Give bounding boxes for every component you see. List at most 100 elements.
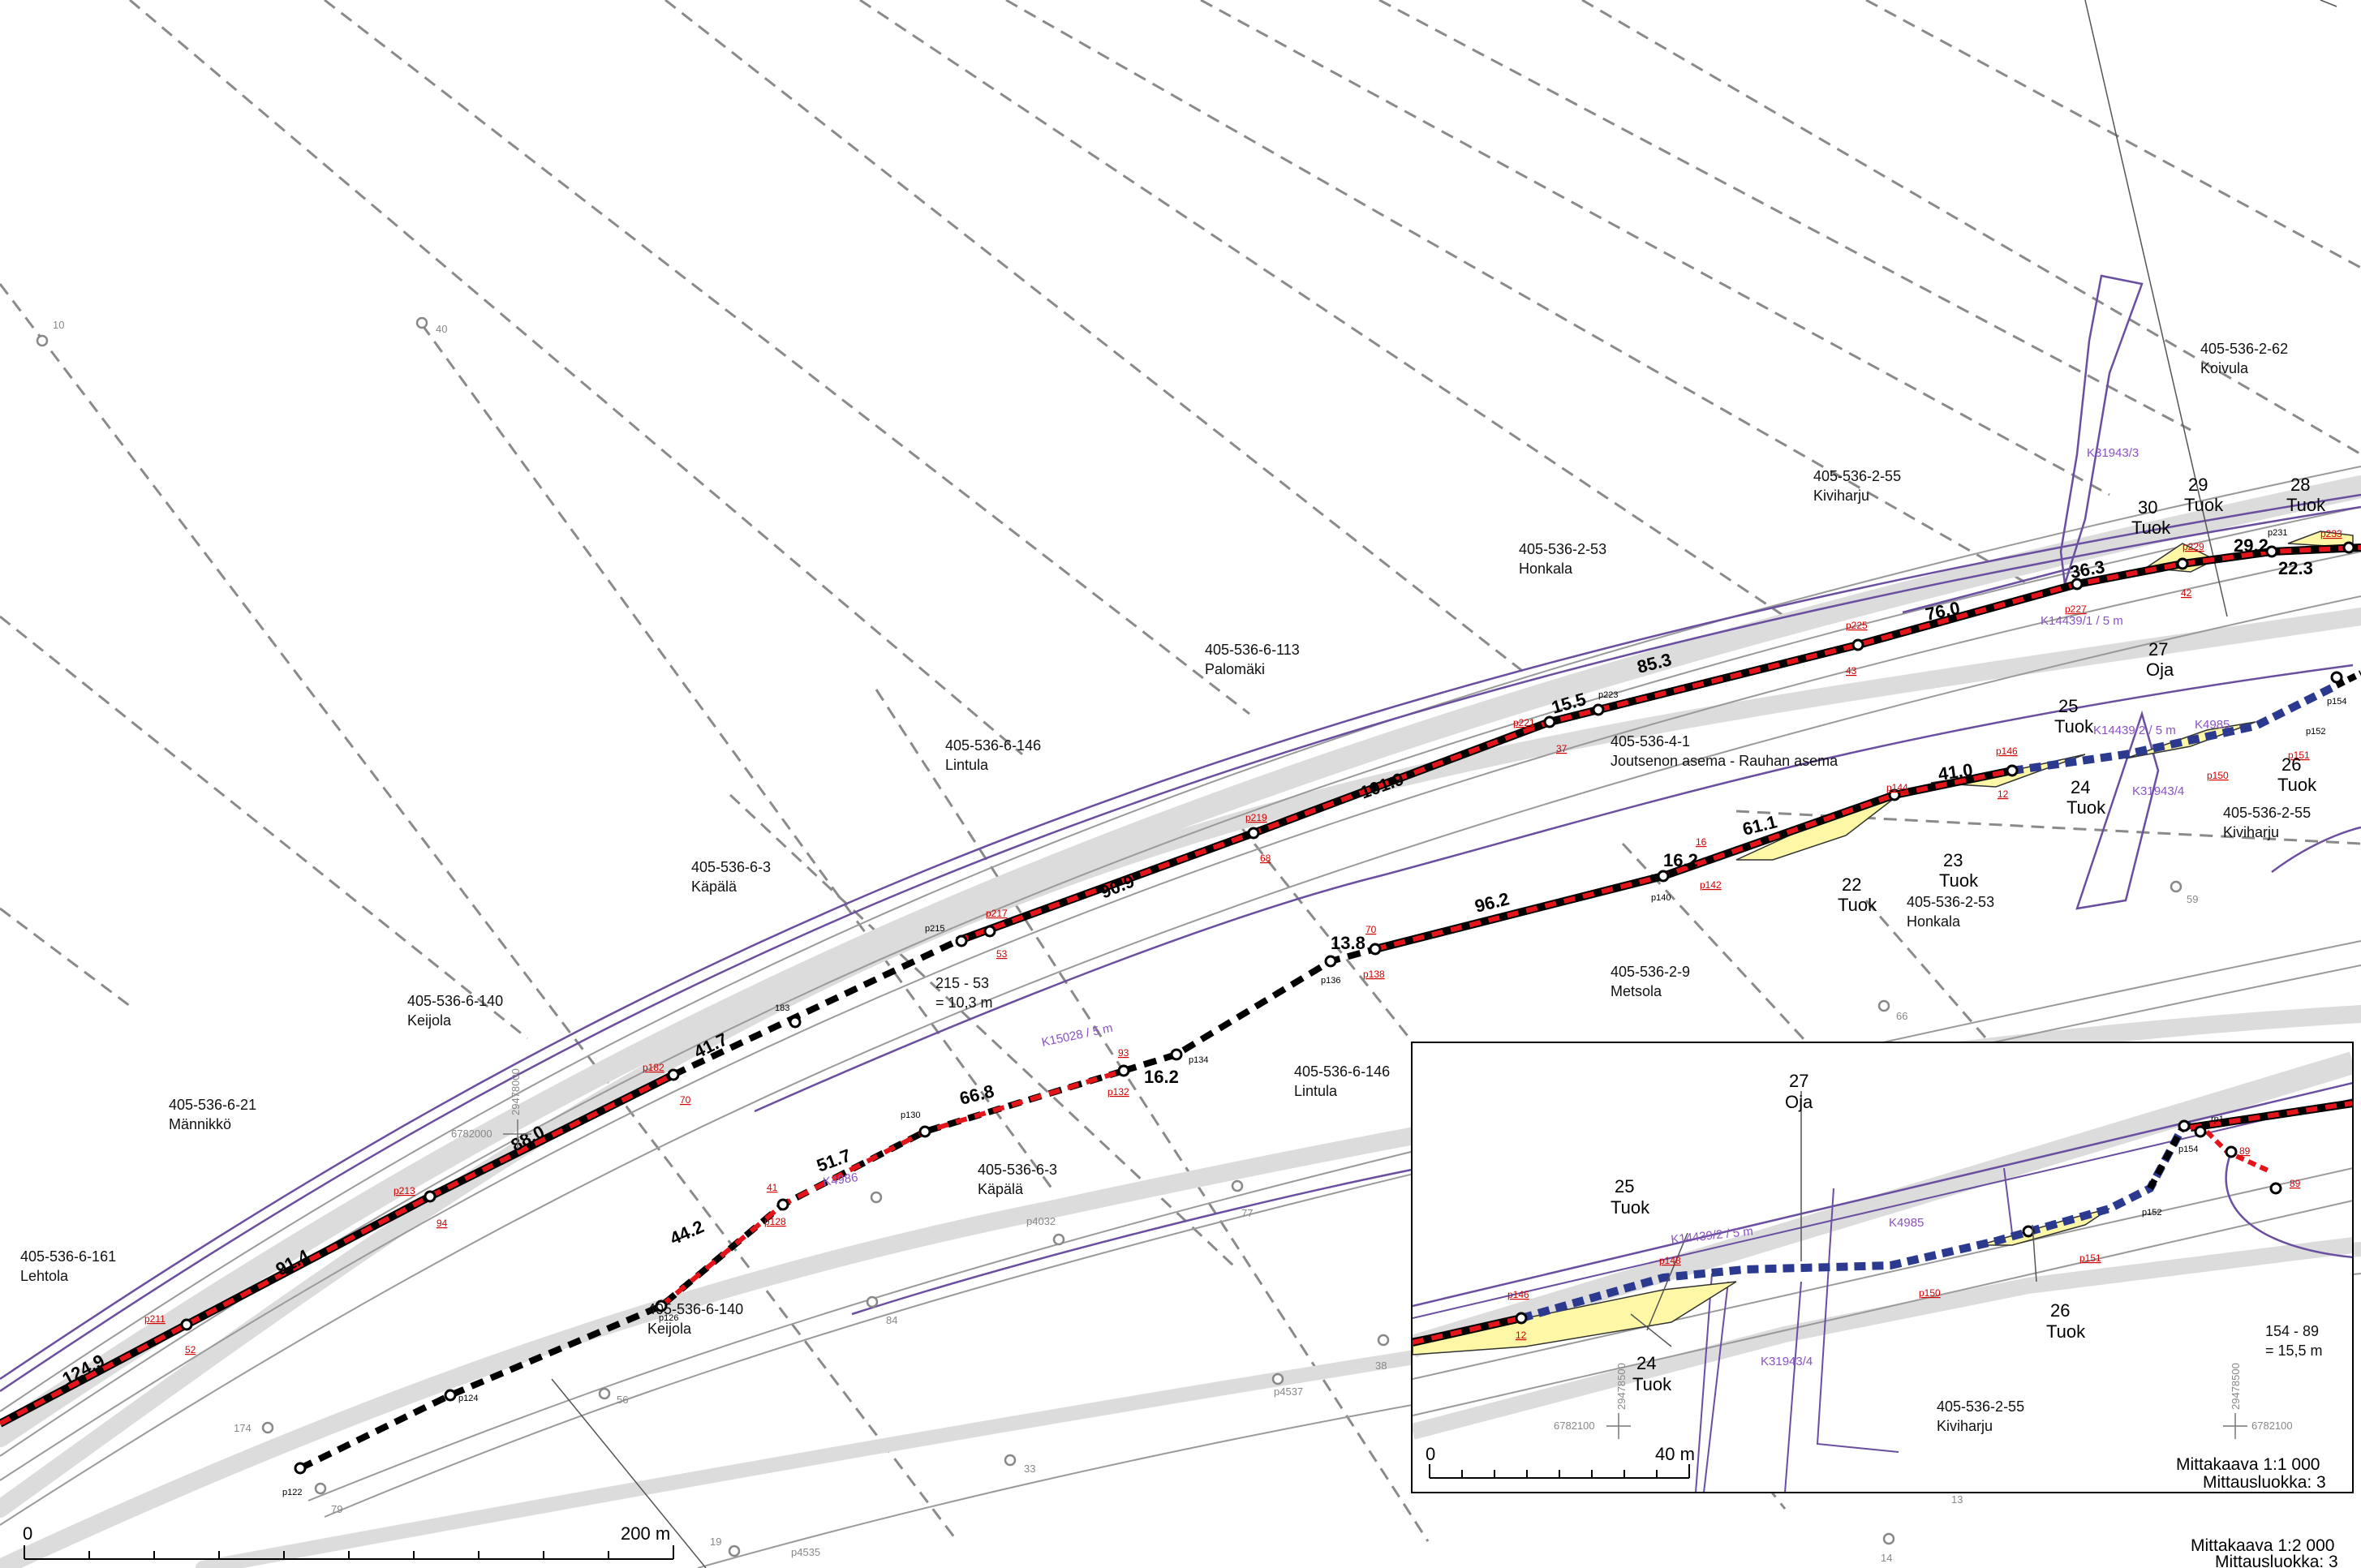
inset-distance-note: = 15,5 m [2265, 1342, 2323, 1359]
route-upper-red [0, 543, 2361, 1428]
marker-label: 37 [1556, 743, 1568, 754]
inset-point-label: p151 [2079, 1252, 2101, 1264]
point-label: p213 [394, 1185, 415, 1196]
inset-feature-type: Oja [1785, 1092, 1813, 1112]
point-label: p221 [1513, 717, 1535, 728]
property-id: 405-536-2-55 [1813, 468, 1901, 484]
feature-type: Tuok [1939, 870, 1979, 891]
coordinate-cross [503, 1119, 531, 1149]
feature-labels: 30 Tuok 29 Tuok 28 Tuok 27 Oja 25 Tuok 2… [1838, 475, 2326, 915]
inset-property-id: 405-536-2-55 [1937, 1398, 2024, 1415]
feature-type: Tuok [2286, 495, 2326, 515]
measurement-class: Mittausluokka: 3 [2215, 1553, 2338, 1568]
point-label: p231 [2268, 528, 2287, 538]
inset-scale-bar-end: 40 m [1655, 1444, 1695, 1464]
easement-label: K14439/2 / 5 m [2093, 724, 2176, 737]
property-name: Männikkö [169, 1116, 231, 1132]
feature-type: Tuok [2131, 518, 2171, 538]
easement-label: K14439/1 / 5 m [2041, 614, 2123, 628]
inset-feature-type: Tuok [2046, 1321, 2086, 1342]
inset-point-label: p152 [2142, 1208, 2161, 1218]
feature-number: 26 [2281, 754, 2301, 775]
feature-type: Oja [2146, 659, 2174, 680]
marker-label: 41 [767, 1182, 778, 1193]
marker-label: 43 [1846, 665, 1857, 677]
marker-label: 68 [1260, 853, 1271, 864]
stone-label: 10 [53, 319, 64, 331]
point-label: p154 [2327, 697, 2346, 707]
property-name: Keijola [407, 1012, 452, 1029]
marker-label: 12 [1998, 788, 2009, 800]
easement-label: K31943/4 [2132, 784, 2184, 798]
feature-number: 28 [2290, 475, 2310, 495]
marker-label: 94 [437, 1218, 448, 1229]
stone-label: p4535 [791, 1546, 820, 1558]
point-labels: p211 p213 p182 183 p215 p217 p219 p221 p… [144, 528, 2346, 1497]
marker-label: 53 [996, 948, 1008, 960]
point-label: p211 [144, 1313, 166, 1325]
inset-east-coordinate: 29478500 [2230, 1363, 2242, 1410]
stone-label: 66 [1896, 1010, 1907, 1022]
inset-north-coordinate: 6782100 [1554, 1420, 1595, 1432]
point-label: p217 [986, 908, 1008, 919]
inset-marker-label: 89 [2239, 1145, 2251, 1157]
inset-easement-label: K4985 [1889, 1216, 1924, 1230]
property-id: 405-536-6-3 [978, 1162, 1057, 1178]
inset-east-coordinate: 29478500 [1615, 1363, 1628, 1410]
property-id: 405-536-6-161 [20, 1248, 116, 1265]
point-label: p136 [1321, 976, 1340, 986]
marker-label: 70 [680, 1094, 691, 1106]
inset-scale-label: Mittakaava 1:1 000 [2176, 1455, 2320, 1474]
point-label: p233 [2320, 528, 2342, 539]
marker-label: 93 [1118, 1047, 1129, 1059]
property-name: Koivula [2200, 360, 2249, 376]
point-label: p126 [659, 1313, 678, 1323]
boundary-stones [36, 316, 2183, 1557]
point-label: p182 [643, 1062, 664, 1073]
point-label: p128 [764, 1216, 786, 1227]
property-name: Honkala [1907, 913, 1961, 930]
point-label: 183 [775, 1003, 789, 1013]
feature-number: 29 [2188, 475, 2208, 495]
marker-label: 42 [2181, 587, 2192, 599]
route-lower [299, 670, 2361, 1471]
property-id: 405-536-6-3 [691, 859, 771, 875]
point-label: p124 [458, 1394, 478, 1403]
north-coordinate: 6782000 [451, 1128, 492, 1140]
inset-easement-label: K31943/4 [1761, 1355, 1813, 1368]
property-name: Keijola [647, 1321, 692, 1337]
feature-type: Tuok [1838, 895, 1877, 915]
property-id: 405-536-6-146 [1294, 1063, 1390, 1080]
property-name: Lehtola [20, 1268, 69, 1284]
scale-bar-start: 0 [23, 1523, 32, 1544]
stone-label: 59 [2187, 893, 2198, 905]
property-id: 405-536-2-62 [2200, 341, 2288, 357]
feature-type: Tuok [2184, 495, 2224, 515]
point-label: p122 [282, 1488, 302, 1497]
property-id: 405-536-2-53 [1907, 894, 1994, 910]
inset-point-label: p150 [1919, 1287, 1941, 1299]
property-id: 405-536-2-55 [2223, 805, 2311, 821]
boundary-stone-labels: 10 40 66 77 84 56 59 33 38 174 79 19 14 … [53, 319, 2198, 1564]
feature-type: Tuok [2054, 716, 2094, 737]
stone-label: p4537 [1274, 1385, 1303, 1398]
point-label: p142 [1700, 879, 1722, 891]
inset-point-label: rp1 [2211, 1115, 2224, 1124]
stone-label: 14 [1881, 1552, 1892, 1564]
property-id: 405-536-2-53 [1519, 541, 1606, 557]
stone-label: 56 [617, 1394, 628, 1406]
easement-label: K4986 [822, 1171, 858, 1189]
inset-point-label: p154 [2178, 1145, 2198, 1154]
point-label: p223 [1598, 690, 1618, 700]
feature-number: 24 [2071, 777, 2090, 797]
point-label: p151 [2288, 750, 2310, 761]
stone-label: 13 [1951, 1493, 1963, 1506]
inset-measurement-class: Mittausluokka: 3 [2203, 1473, 2326, 1492]
property-id: 405-536-6-140 [407, 993, 503, 1009]
property-id: 405-536-4-1 [1611, 733, 1690, 750]
inset-distance-note: 154 - 89 [2265, 1323, 2319, 1339]
scale-label: Mittakaava 1:2 000 [2191, 1536, 2334, 1555]
property-name: Kiviharju [1813, 488, 1869, 504]
stone-label: 38 [1375, 1360, 1387, 1372]
